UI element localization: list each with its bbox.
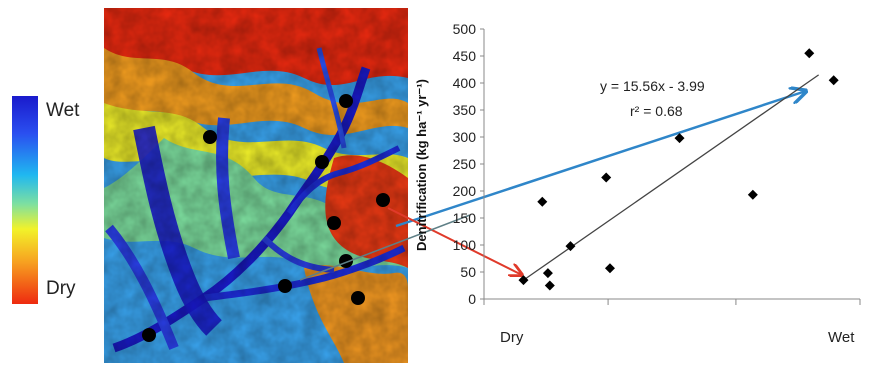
data-point bbox=[604, 263, 615, 274]
sample-site-dot bbox=[315, 155, 329, 169]
data-point bbox=[804, 48, 815, 59]
data-point bbox=[542, 268, 553, 279]
data-point bbox=[674, 133, 685, 144]
chart-axes bbox=[480, 28, 861, 305]
data-point bbox=[828, 75, 839, 86]
mid-site-line bbox=[299, 214, 471, 281]
y-tick-label: 250 bbox=[453, 156, 477, 172]
r-squared-label: r² = 0.68 bbox=[630, 103, 683, 119]
y-tick-label: 350 bbox=[453, 102, 477, 118]
y-tick-label: 100 bbox=[453, 237, 477, 253]
y-tick-label: 200 bbox=[453, 183, 477, 199]
x-axis-label-wet: Wet bbox=[828, 329, 855, 346]
y-tick-label: 50 bbox=[460, 264, 476, 280]
x-axis-label-dry: Dry bbox=[500, 329, 524, 346]
legend-dry-label: Dry bbox=[46, 278, 76, 299]
y-tick-label: 150 bbox=[453, 210, 477, 226]
wet-site-arrow bbox=[395, 91, 806, 228]
data-point bbox=[747, 189, 758, 200]
y-tick-label: 450 bbox=[453, 48, 477, 64]
y-tick-label: 500 bbox=[453, 21, 477, 37]
data-points bbox=[518, 48, 839, 291]
data-point bbox=[565, 241, 576, 252]
sample-site-dot bbox=[278, 279, 292, 293]
y-tick-label: 400 bbox=[453, 75, 477, 91]
data-point bbox=[601, 172, 612, 183]
sample-site-dots bbox=[142, 94, 390, 342]
legend-wet-label: Wet bbox=[46, 100, 80, 121]
data-point bbox=[544, 280, 555, 291]
sample-site-dot bbox=[351, 291, 365, 305]
y-tick-label: 0 bbox=[468, 291, 476, 307]
wetness-map bbox=[104, 8, 408, 363]
data-point bbox=[537, 196, 548, 207]
data-point bbox=[518, 275, 529, 286]
dry-site-arrow bbox=[387, 207, 522, 275]
sample-site-dot bbox=[327, 216, 341, 230]
sample-site-dot bbox=[376, 193, 390, 207]
regression-equation: y = 15.56x - 3.99 bbox=[600, 78, 705, 94]
sample-site-dot bbox=[142, 328, 156, 342]
wetness-color-scale bbox=[12, 96, 38, 304]
y-axis-label: Denitrification (kg ha⁻¹ yr⁻¹) bbox=[414, 79, 429, 251]
sample-site-dot bbox=[339, 94, 353, 108]
y-tick-label: 300 bbox=[453, 129, 477, 145]
y-tick-labels: 0 50 100 150 200 250 300 350 400 450 500 bbox=[453, 21, 477, 307]
sample-site-dot bbox=[203, 130, 217, 144]
